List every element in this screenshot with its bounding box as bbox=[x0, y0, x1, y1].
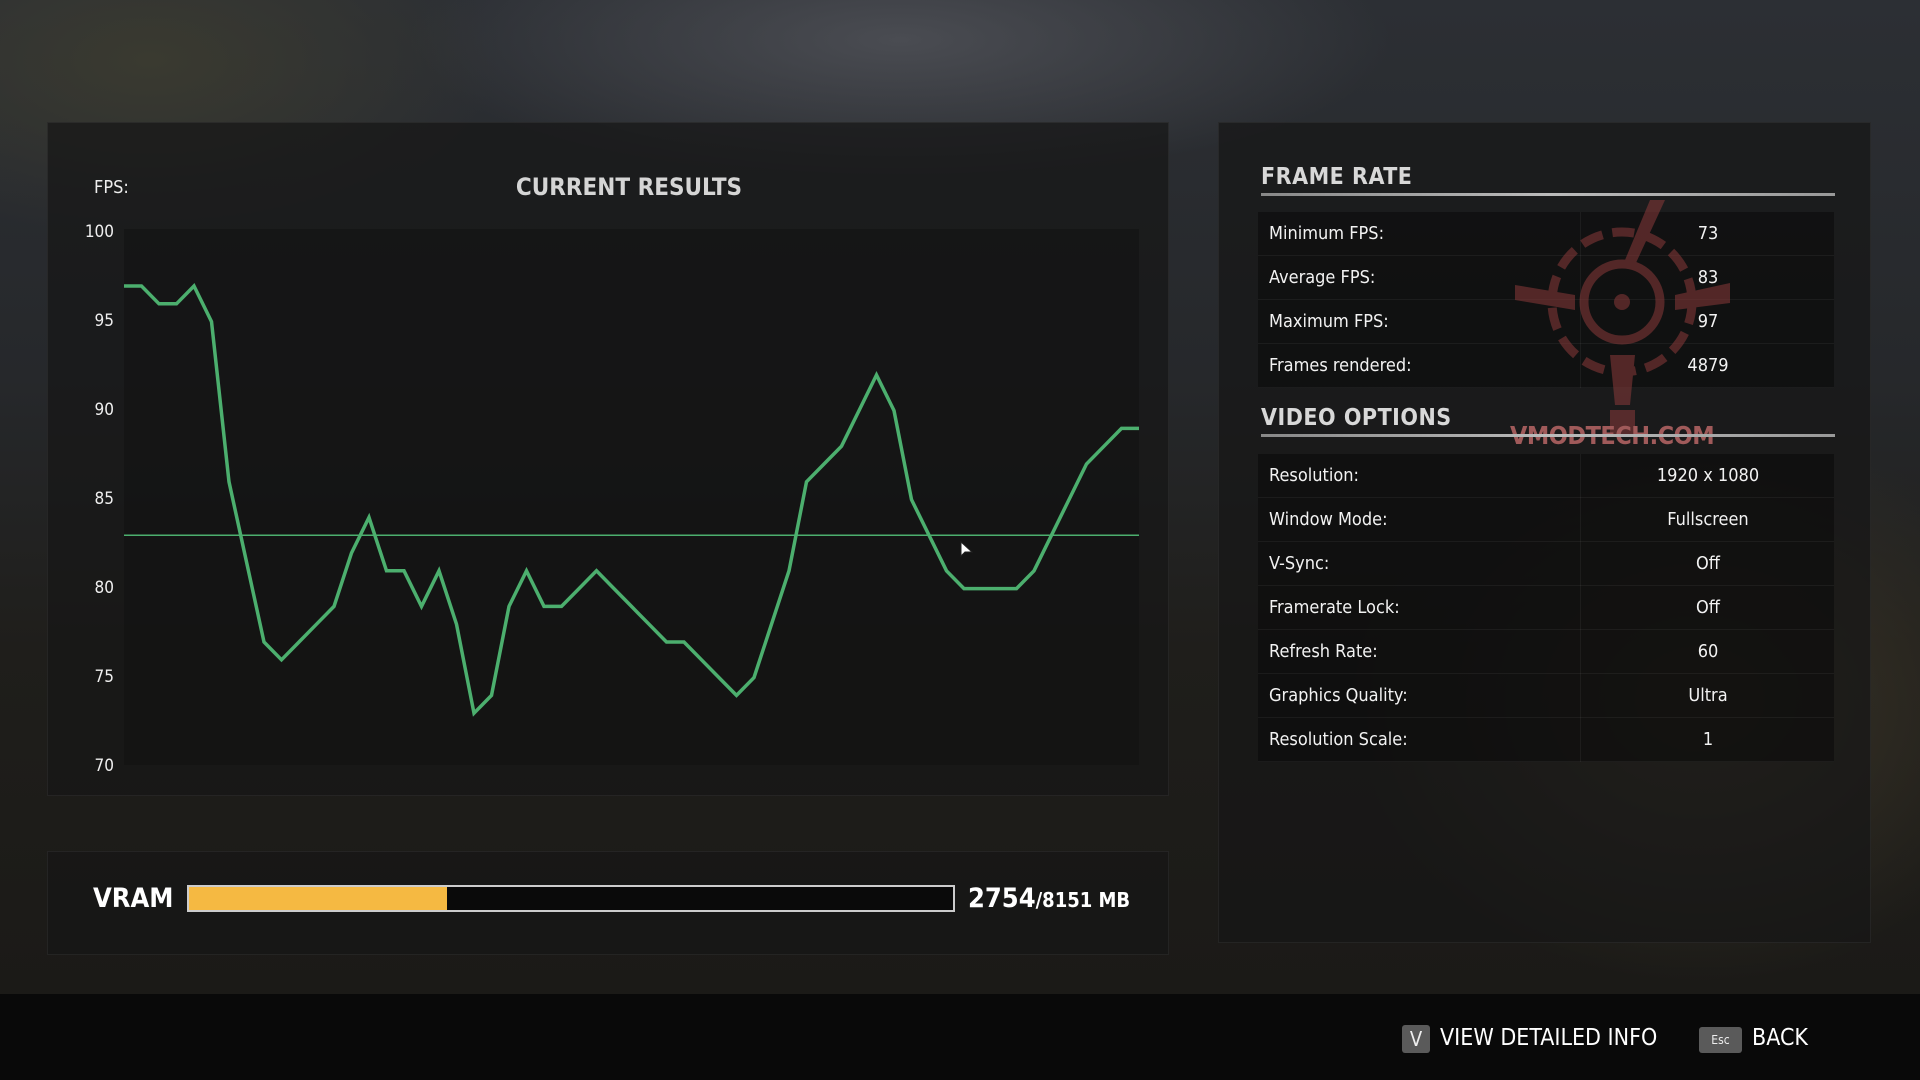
back-label: BACK bbox=[1752, 1025, 1808, 1051]
vmodtech-watermark-logo bbox=[1515, 200, 1730, 435]
y-tick-label: 95 bbox=[94, 310, 114, 331]
stat-value: Ultra bbox=[1688, 685, 1728, 706]
video-options-heading: VIDEO OPTIONS bbox=[1261, 405, 1452, 431]
vram-bar-fill bbox=[189, 887, 448, 910]
vram-total: /8151 MB bbox=[1035, 888, 1131, 912]
fps-axis-label: FPS: bbox=[94, 177, 129, 198]
frame-rate-divider bbox=[1261, 193, 1835, 196]
column-divider bbox=[1580, 300, 1581, 344]
column-divider bbox=[1580, 542, 1581, 586]
stat-label: Graphics Quality: bbox=[1269, 685, 1408, 706]
stat-label: V-Sync: bbox=[1269, 553, 1330, 574]
results-panel bbox=[47, 122, 1169, 796]
stat-label: Minimum FPS: bbox=[1269, 223, 1385, 244]
stat-value: Fullscreen bbox=[1667, 509, 1749, 530]
y-tick-label: 85 bbox=[94, 488, 114, 509]
stat-value: Off bbox=[1696, 597, 1720, 618]
stat-label: Resolution: bbox=[1269, 465, 1359, 486]
stat-row: Framerate Lock: Off bbox=[1258, 586, 1834, 630]
column-divider bbox=[1580, 674, 1581, 718]
view-detailed-info-button[interactable]: V VIEW DETAILED INFO bbox=[1402, 1025, 1672, 1055]
stat-value: Off bbox=[1696, 553, 1720, 574]
stat-label: Resolution Scale: bbox=[1269, 729, 1408, 750]
stat-value: 60 bbox=[1697, 641, 1719, 662]
stat-label: Frames rendered: bbox=[1269, 355, 1412, 376]
column-divider bbox=[1580, 256, 1581, 300]
stat-row: Resolution: 1920 x 1080 bbox=[1258, 454, 1834, 498]
column-divider bbox=[1580, 630, 1581, 674]
y-tick-label: 90 bbox=[94, 399, 114, 420]
stat-label: Average FPS: bbox=[1269, 267, 1376, 288]
stat-value: 1920 x 1080 bbox=[1656, 465, 1760, 486]
vram-bar bbox=[187, 885, 955, 912]
plot-area bbox=[124, 229, 1139, 765]
y-tick-label: 100 bbox=[84, 221, 114, 242]
footer-bar bbox=[0, 994, 1920, 1080]
y-tick-label: 75 bbox=[94, 666, 114, 687]
v-key-icon: V bbox=[1402, 1025, 1430, 1053]
view-detailed-info-label: VIEW DETAILED INFO bbox=[1440, 1025, 1658, 1051]
back-button[interactable]: Esc BACK bbox=[1699, 1025, 1819, 1055]
column-divider bbox=[1580, 586, 1581, 630]
chart-title: CURRENT RESULTS bbox=[515, 173, 743, 201]
column-divider bbox=[1580, 212, 1581, 256]
vram-label: VRAM bbox=[93, 883, 174, 914]
column-divider bbox=[1580, 718, 1581, 762]
stat-row: Refresh Rate: 60 bbox=[1258, 630, 1834, 674]
stat-label: Maximum FPS: bbox=[1269, 311, 1389, 332]
stat-row: V-Sync: Off bbox=[1258, 542, 1834, 586]
column-divider bbox=[1580, 498, 1581, 542]
stat-row: Window Mode: Fullscreen bbox=[1258, 498, 1834, 542]
stat-row: Maximum FPS: 97 bbox=[1258, 300, 1834, 344]
stat-value: 97 bbox=[1697, 311, 1719, 332]
stat-value: 4879 bbox=[1687, 355, 1729, 376]
stat-row: Minimum FPS: 73 bbox=[1258, 212, 1834, 256]
vram-readout: 2754/8151 MB bbox=[968, 883, 1130, 914]
stat-row: Frames rendered: 4879 bbox=[1258, 344, 1834, 388]
column-divider bbox=[1580, 344, 1581, 388]
stat-label: Framerate Lock: bbox=[1269, 597, 1400, 618]
y-tick-label: 80 bbox=[94, 577, 114, 598]
column-divider bbox=[1580, 454, 1581, 498]
stat-row: Resolution Scale: 1 bbox=[1258, 718, 1834, 762]
mouse-cursor-icon bbox=[960, 541, 974, 558]
fps-series-line bbox=[124, 283, 1139, 717]
video-options-divider bbox=[1261, 434, 1835, 437]
stat-label: Refresh Rate: bbox=[1269, 641, 1378, 662]
vram-used: 2754 bbox=[968, 883, 1036, 914]
stat-value: 1 bbox=[1702, 729, 1714, 750]
esc-key-icon: Esc bbox=[1699, 1027, 1742, 1053]
stat-label: Window Mode: bbox=[1269, 509, 1388, 530]
stat-row: Graphics Quality: Ultra bbox=[1258, 674, 1834, 718]
y-tick-label: 70 bbox=[94, 755, 114, 776]
frame-rate-heading: FRAME RATE bbox=[1261, 164, 1413, 190]
stat-value: 73 bbox=[1697, 223, 1719, 244]
stat-value: 83 bbox=[1697, 267, 1719, 288]
